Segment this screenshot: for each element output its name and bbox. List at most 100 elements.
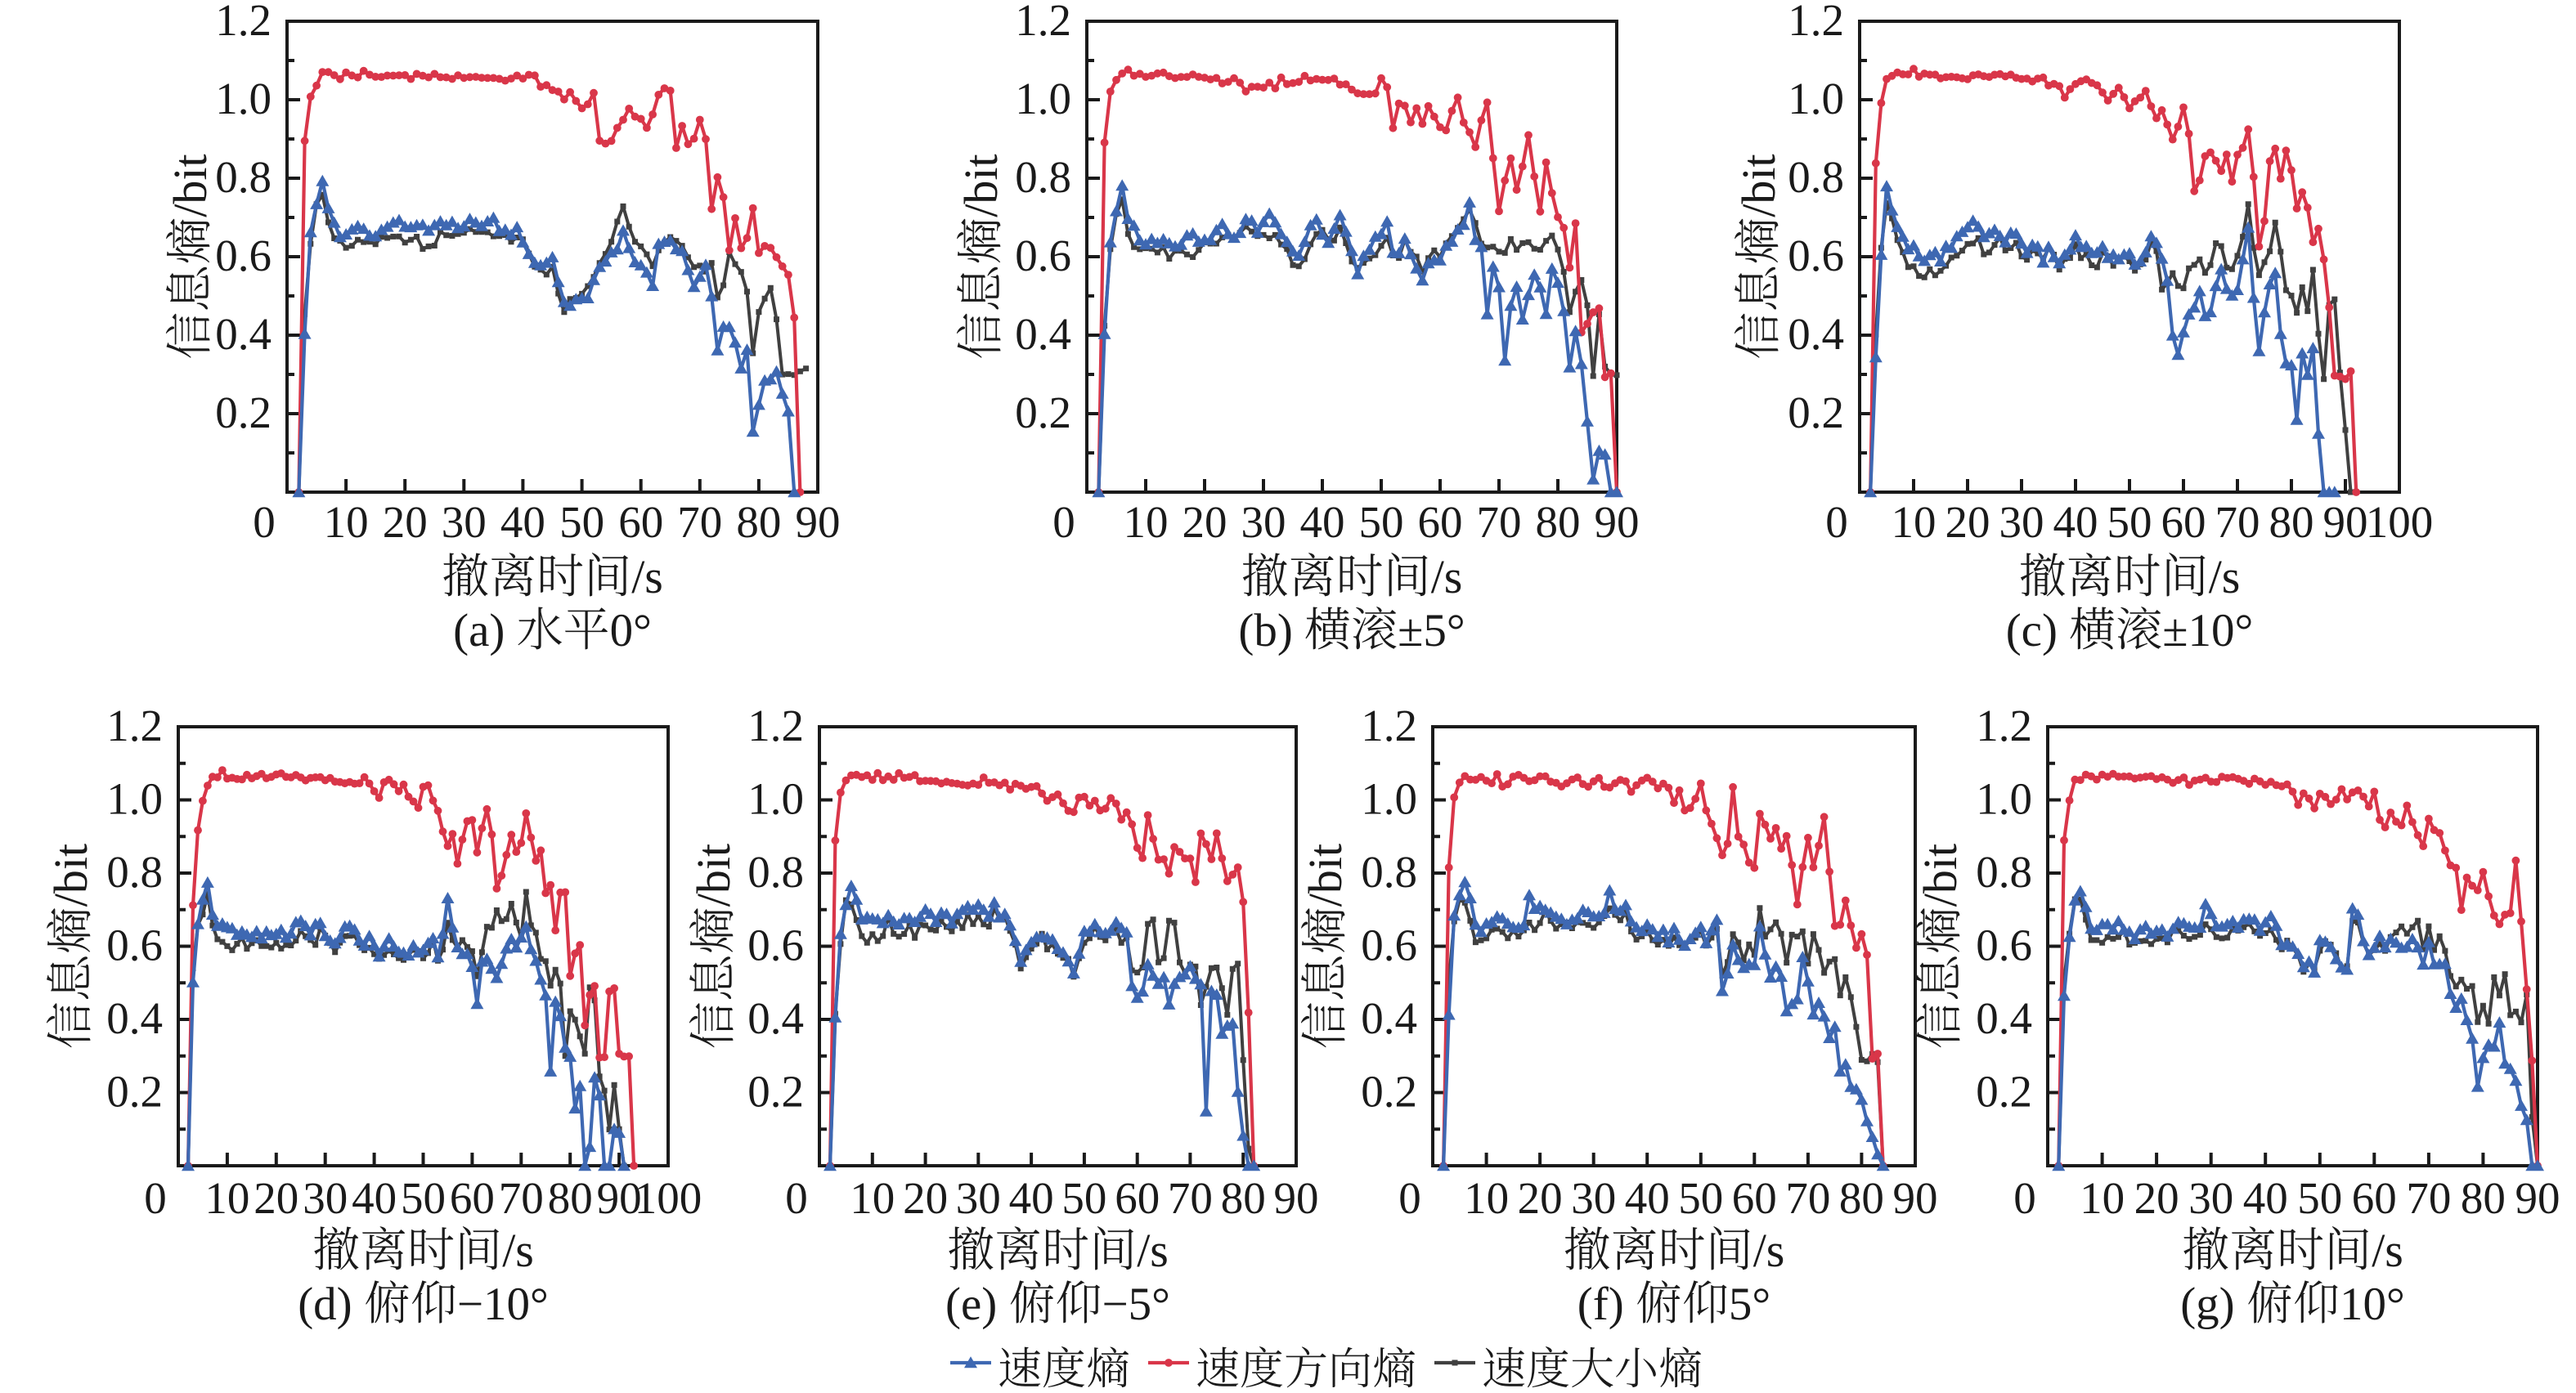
- svg-text:/bit: /bit: [1914, 844, 1967, 907]
- svg-text:0: 0: [1052, 497, 1075, 547]
- svg-text:40: 40: [352, 1173, 397, 1223]
- svg-text:70: 70: [1785, 1173, 1830, 1223]
- svg-text:10: 10: [850, 1173, 895, 1223]
- svg-text:/s: /s: [2209, 550, 2241, 603]
- svg-text:90: 90: [597, 1173, 642, 1223]
- svg-text:1.0: 1.0: [747, 774, 804, 824]
- svg-text:0.4: 0.4: [1361, 993, 1417, 1043]
- svg-text:60: 60: [450, 1173, 495, 1223]
- svg-text:/s: /s: [631, 550, 663, 603]
- svg-text:10: 10: [1124, 497, 1169, 547]
- svg-text:1.2: 1.2: [1976, 701, 2032, 750]
- svg-text:50: 50: [1678, 1173, 1723, 1223]
- svg-text:80: 80: [548, 1173, 593, 1223]
- svg-text:(f): (f): [1577, 1279, 1624, 1330]
- svg-text:(d): (d): [298, 1279, 352, 1330]
- svg-text:0.6: 0.6: [1361, 920, 1417, 970]
- svg-text:1.0: 1.0: [215, 74, 272, 123]
- svg-text:40: 40: [1009, 1173, 1054, 1223]
- svg-text:0.4: 0.4: [1976, 993, 2032, 1043]
- svg-text:1.2: 1.2: [1361, 701, 1417, 750]
- svg-text:20: 20: [254, 1173, 298, 1223]
- svg-text:1.2: 1.2: [1788, 0, 1844, 45]
- svg-text:0: 0: [144, 1173, 167, 1223]
- svg-text:0.2: 0.2: [1976, 1067, 2032, 1117]
- svg-text:30: 30: [303, 1173, 348, 1223]
- svg-text:80: 80: [736, 497, 781, 547]
- svg-text:1.0: 1.0: [1788, 74, 1844, 123]
- svg-text:30: 30: [1571, 1173, 1616, 1223]
- svg-text:0°: 0°: [610, 605, 652, 656]
- svg-text:40: 40: [1625, 1173, 1670, 1223]
- svg-text:10: 10: [1892, 497, 1936, 547]
- svg-text:/bit: /bit: [1299, 844, 1352, 907]
- svg-text:−10°: −10°: [457, 1279, 549, 1330]
- svg-text:30: 30: [956, 1173, 1001, 1223]
- svg-text:80: 80: [2461, 1173, 2506, 1223]
- svg-text:70: 70: [1477, 497, 1522, 547]
- svg-text:/s: /s: [1753, 1224, 1785, 1277]
- svg-text:(e): (e): [945, 1279, 997, 1330]
- svg-text:0.4: 0.4: [747, 993, 804, 1043]
- svg-text:10°: 10°: [2340, 1279, 2405, 1330]
- svg-text:90: 90: [2323, 497, 2368, 547]
- svg-text:20: 20: [383, 497, 428, 547]
- svg-text:0.2: 0.2: [1361, 1067, 1417, 1117]
- svg-text:0.2: 0.2: [215, 387, 272, 437]
- svg-text:/s: /s: [1431, 550, 1463, 603]
- svg-text:(a): (a): [453, 605, 505, 656]
- svg-text:1.2: 1.2: [1015, 0, 1071, 45]
- svg-text:(b): (b): [1238, 605, 1292, 656]
- svg-text:50: 50: [559, 497, 604, 547]
- svg-text:0.8: 0.8: [1361, 847, 1417, 897]
- svg-text:30: 30: [2188, 1173, 2233, 1223]
- svg-text:0: 0: [1398, 1173, 1421, 1223]
- svg-text:50: 50: [401, 1173, 446, 1223]
- svg-text:100: 100: [2366, 497, 2434, 547]
- svg-text:1.2: 1.2: [106, 701, 163, 750]
- svg-text:0: 0: [253, 497, 276, 547]
- svg-text:30: 30: [1241, 497, 1286, 547]
- svg-text:20: 20: [1945, 497, 1990, 547]
- svg-text:90: 90: [1274, 1173, 1319, 1223]
- svg-text:0.4: 0.4: [215, 309, 272, 359]
- svg-text:0: 0: [785, 1173, 808, 1223]
- svg-text:−5°: −5°: [1102, 1279, 1170, 1330]
- svg-text:1.0: 1.0: [1015, 74, 1071, 123]
- svg-text:0.8: 0.8: [215, 152, 272, 202]
- svg-text:0.8: 0.8: [1976, 847, 2032, 897]
- svg-text:0.8: 0.8: [747, 847, 804, 897]
- svg-text:/bit: /bit: [164, 154, 217, 217]
- svg-text:40: 40: [2243, 1173, 2288, 1223]
- svg-text:1.0: 1.0: [106, 774, 163, 824]
- svg-text:0.8: 0.8: [106, 847, 163, 897]
- svg-text:80: 80: [1536, 497, 1581, 547]
- svg-text:0.6: 0.6: [106, 920, 163, 970]
- svg-text:40: 40: [1300, 497, 1345, 547]
- svg-text:70: 70: [499, 1173, 544, 1223]
- svg-text:30: 30: [442, 497, 487, 547]
- svg-text:±10°: ±10°: [2162, 605, 2253, 656]
- svg-text:1.0: 1.0: [1976, 774, 2032, 824]
- svg-text:0.4: 0.4: [1015, 309, 1071, 359]
- svg-text:90: 90: [796, 497, 841, 547]
- svg-text:0.2: 0.2: [1788, 387, 1844, 437]
- svg-text:100: 100: [635, 1173, 702, 1223]
- svg-text:0.6: 0.6: [1976, 920, 2032, 970]
- svg-text:40: 40: [500, 497, 545, 547]
- svg-text:70: 70: [1168, 1173, 1213, 1223]
- svg-text:60: 60: [1115, 1173, 1160, 1223]
- svg-text:60: 60: [618, 497, 663, 547]
- svg-text:50: 50: [1359, 497, 1404, 547]
- svg-text:0.4: 0.4: [1788, 309, 1844, 359]
- svg-text:50: 50: [1061, 1173, 1106, 1223]
- svg-text:1.2: 1.2: [747, 701, 804, 750]
- svg-text:/s: /s: [2372, 1224, 2403, 1277]
- svg-text:/s: /s: [1137, 1224, 1169, 1277]
- svg-text:/bit: /bit: [44, 844, 97, 907]
- svg-text:60: 60: [1732, 1173, 1777, 1223]
- svg-text:0.6: 0.6: [1015, 231, 1071, 280]
- svg-text:20: 20: [1518, 1173, 1563, 1223]
- svg-text:0.6: 0.6: [747, 920, 804, 970]
- svg-text:(g): (g): [2180, 1279, 2234, 1330]
